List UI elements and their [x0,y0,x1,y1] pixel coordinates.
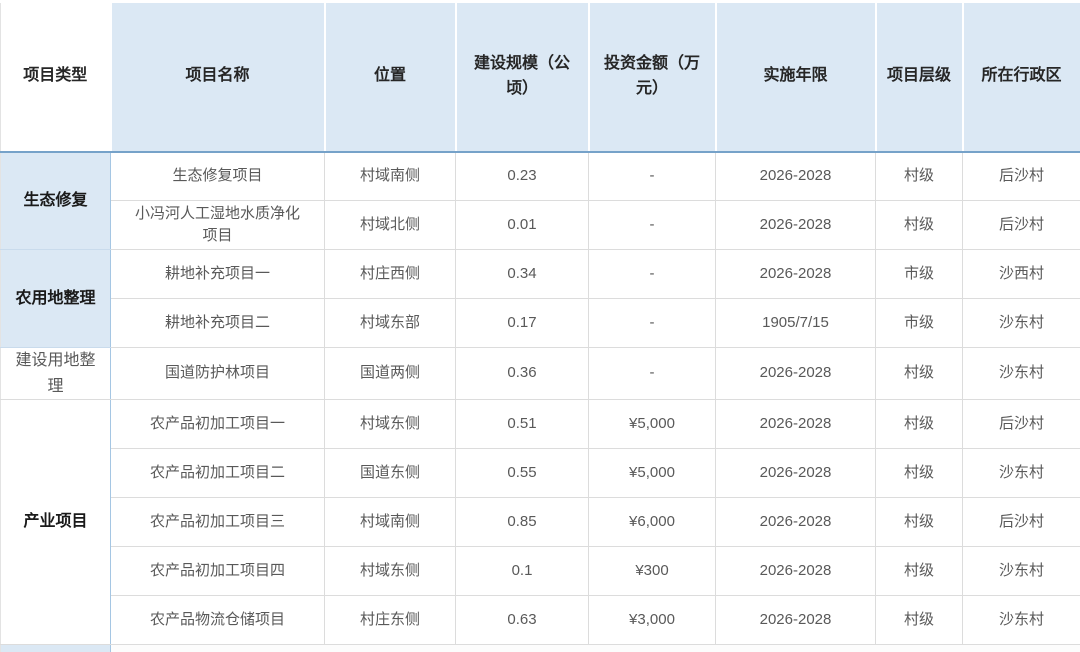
table-row: 农产品物流仓储项目 村庄东侧 0.63 ¥3,000 2026-2028 村级 … [1,596,1080,645]
cell-level: 村级 [876,498,963,547]
cell-years: 2026-2028 [716,152,876,201]
cell-scale: 0.23 [456,152,589,201]
cell-district: 沙东村 [963,449,1080,498]
cell-district: 后沙村 [963,152,1080,201]
cell-project-name: 耕地补充项目二 [111,299,325,348]
table-row: 小冯河人工湿地水质净化项目 村域北侧 0.01 - 2026-2028 村级 后… [1,201,1080,250]
cell-years: 2026-2028 [716,547,876,596]
group-cell-ecological-restoration: 生态修复 [1,152,111,250]
header-cell-district: 所在行政区 [963,2,1080,152]
cell-scale: 0.85 [456,498,589,547]
cell-location: 村庄东侧 [325,596,456,645]
cell-years: 2026-2028 [716,596,876,645]
table-row: 产业项目 农产品初加工项目一 村域东侧 0.51 ¥5,000 2026-202… [1,400,1080,449]
cell-location: 村域南侧 [325,152,456,201]
cell-district: 后沙村 [963,201,1080,250]
cell-scale: 0.63 [456,596,589,645]
cell-level: 村级 [876,348,963,400]
group-cell-construction-land-consolidation: 建设用地整理 [1,348,111,400]
header-cell-investment: 投资金额（万元） [589,2,716,152]
cell-location: 村域北侧 [325,201,456,250]
cell-scale: 0.1 [456,547,589,596]
header-cell-scale: 建设规模（公顷） [456,2,589,152]
cell-years: 2026-2028 [716,400,876,449]
cell-years: 2026-2028 [716,348,876,400]
cell-scale: 0.51 [456,400,589,449]
cell-project-name: 农产品初加工项目一 [111,400,325,449]
cell-location: 国道东侧 [325,449,456,498]
cell-district: 沙西村 [963,250,1080,299]
cell-location: 村域南侧 [325,498,456,547]
cell-years: 2026-2028 [716,449,876,498]
cell-level: 村级 [876,152,963,201]
cell-level: 村级 [876,400,963,449]
table-row: 农用地整理 耕地补充项目一 村庄西侧 0.34 - 2026-2028 市级 沙… [1,250,1080,299]
cell-investment: ¥6,000 [589,498,716,547]
cell-level: 市级 [876,250,963,299]
cell-investment: ¥5,000 [589,449,716,498]
cell-years: 1905/7/15 [716,299,876,348]
cell-level: 村级 [876,596,963,645]
cut-off-cells [111,645,1080,652]
header-cell-project-type: 项目类型 [1,2,111,152]
cell-investment: ¥5,000 [589,400,716,449]
table-row: 农产品初加工项目三 村域南侧 0.85 ¥6,000 2026-2028 村级 … [1,498,1080,547]
header-cell-project-name: 项目名称 [111,2,325,152]
cell-investment: - [589,250,716,299]
cell-scale: 0.34 [456,250,589,299]
cell-scale: 0.55 [456,449,589,498]
cell-scale: 0.17 [456,299,589,348]
cell-investment: - [589,348,716,400]
cell-years: 2026-2028 [716,498,876,547]
cell-project-name: 农产品初加工项目二 [111,449,325,498]
cell-project-name: 农产品初加工项目四 [111,547,325,596]
cell-location: 村域东部 [325,299,456,348]
cell-investment: - [589,201,716,250]
cell-project-name: 生态修复项目 [111,152,325,201]
table-row: 耕地补充项目二 村域东部 0.17 - 1905/7/15 市级 沙东村 [1,299,1080,348]
cell-project-name: 国道防护林项目 [111,348,325,400]
cell-level: 村级 [876,547,963,596]
header-row: 项目类型 项目名称 位置 建设规模（公顷） 投资金额（万元） 实施年限 项目层级… [1,2,1080,152]
cell-level: 村级 [876,201,963,250]
cell-investment: - [589,152,716,201]
group-cell-farmland-consolidation: 农用地整理 [1,250,111,348]
cell-district: 沙东村 [963,547,1080,596]
header-cell-location: 位置 [325,2,456,152]
cell-investment: ¥300 [589,547,716,596]
cell-years: 2026-2028 [716,250,876,299]
cell-location: 村庄西侧 [325,250,456,299]
cell-years: 2026-2028 [716,201,876,250]
cell-level: 村级 [876,449,963,498]
table-row: 建设用地整理 国道防护林项目 国道两侧 0.36 - 2026-2028 村级 … [1,348,1080,400]
group-cell-industrial-projects: 产业项目 [1,400,111,645]
header-cell-level: 项目层级 [876,2,963,152]
table-row: 生态修复 生态修复项目 村域南侧 0.23 - 2026-2028 村级 后沙村 [1,152,1080,201]
cell-district: 后沙村 [963,400,1080,449]
cell-project-name: 农产品物流仓储项目 [111,596,325,645]
cell-location: 村域东侧 [325,547,456,596]
cell-investment: ¥3,000 [589,596,716,645]
cell-district: 沙东村 [963,299,1080,348]
cell-district: 沙东村 [963,348,1080,400]
cell-project-name: 农产品初加工项目三 [111,498,325,547]
cell-district: 后沙村 [963,498,1080,547]
cell-scale: 0.01 [456,201,589,250]
cell-location: 村域东侧 [325,400,456,449]
cell-project-name: 小冯河人工湿地水质净化项目 [111,201,325,250]
cell-scale: 0.36 [456,348,589,400]
table-row: 农产品初加工项目四 村域东侧 0.1 ¥300 2026-2028 村级 沙东村 [1,547,1080,596]
cell-project-name: 耕地补充项目一 [111,250,325,299]
cut-off-group-cell [1,645,111,652]
cell-district: 沙东村 [963,596,1080,645]
cell-investment: - [589,299,716,348]
header-cell-years: 实施年限 [716,2,876,152]
cut-off-row [1,645,1080,652]
table-row: 农产品初加工项目二 国道东侧 0.55 ¥5,000 2026-2028 村级 … [1,449,1080,498]
cell-location: 国道两侧 [325,348,456,400]
cell-level: 市级 [876,299,963,348]
